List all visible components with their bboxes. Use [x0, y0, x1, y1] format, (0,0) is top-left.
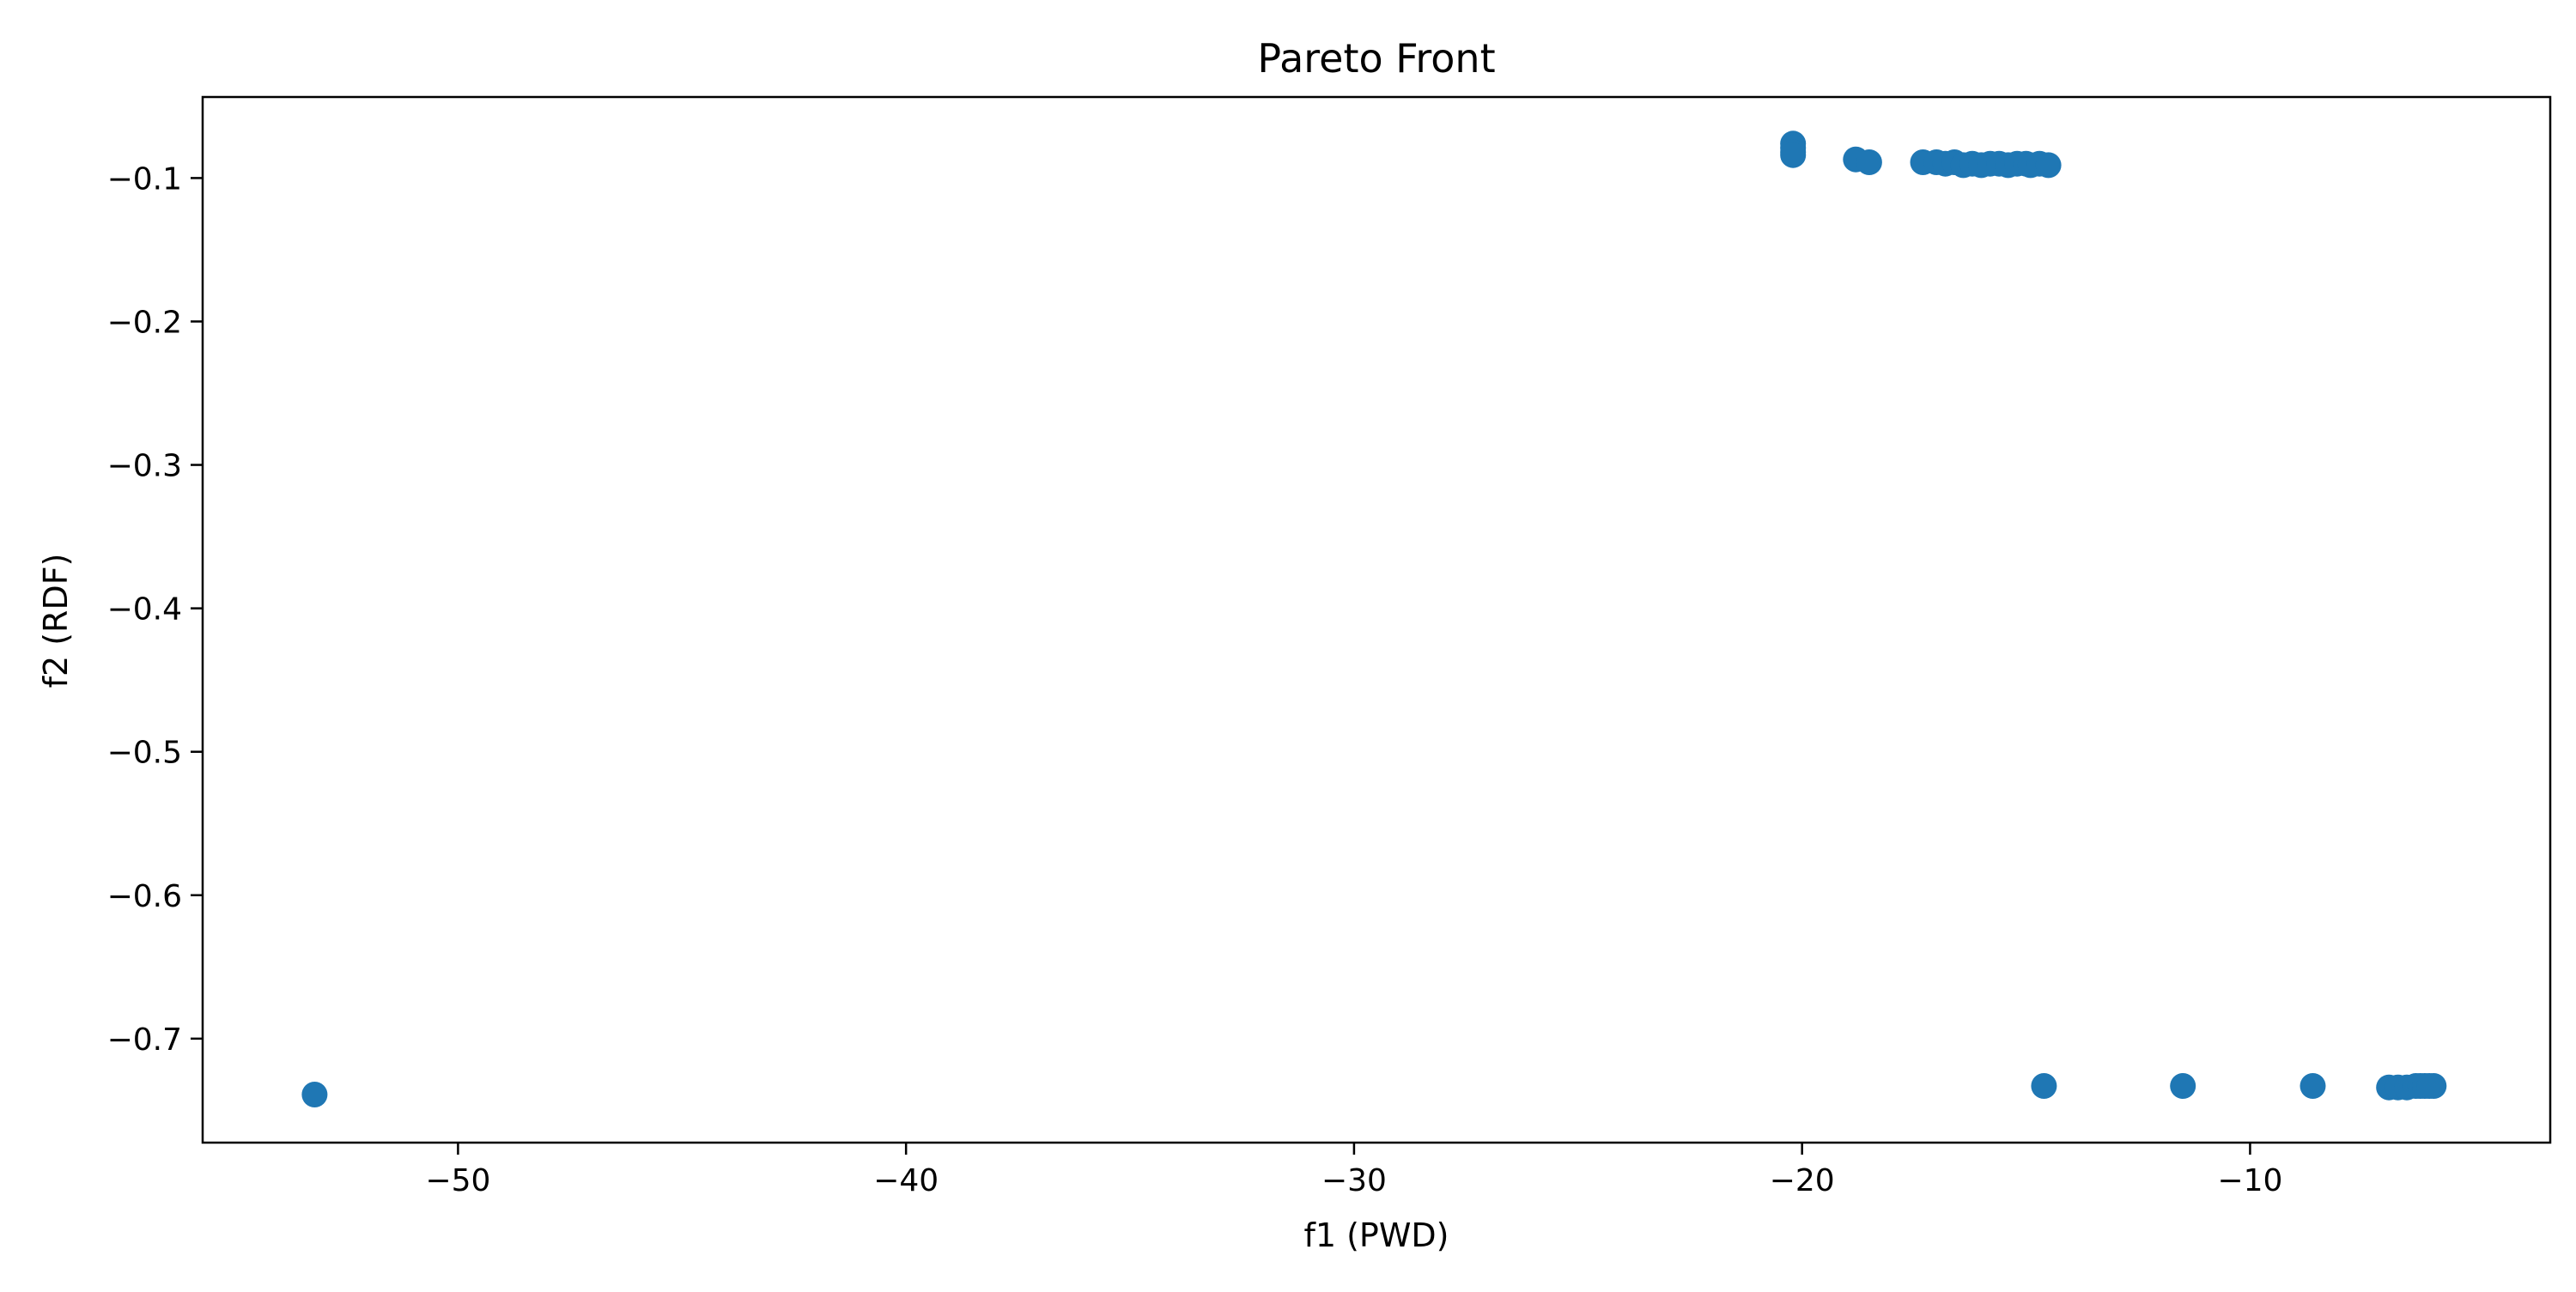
y-tick-label: −0.7: [107, 1022, 182, 1058]
data-points: [301, 130, 2447, 1107]
y-tick-label: −0.3: [107, 449, 182, 484]
data-point: [301, 1082, 328, 1107]
data-point: [1780, 142, 1807, 168]
x-tick-label: −10: [2217, 1163, 2282, 1198]
x-tick-label: −20: [1770, 1163, 1835, 1198]
data-point: [2031, 1073, 2057, 1099]
data-point: [2421, 1073, 2447, 1099]
data-point: [2170, 1073, 2196, 1099]
y-axis-ticks: −0.1 −0.2 −0.3 −0.4 −0.5 −0.6 −0.7: [107, 161, 203, 1058]
x-tick-label: −40: [873, 1163, 939, 1198]
data-point: [2035, 152, 2062, 179]
x-axis-label: f1 (PWD): [1303, 1216, 1449, 1254]
x-tick-label: −30: [1321, 1163, 1387, 1198]
x-tick-label: −50: [425, 1163, 490, 1198]
chart-title: Pareto Front: [1257, 35, 1495, 82]
y-axis-label: f2 (RDF): [37, 554, 75, 688]
data-point: [1856, 149, 1882, 175]
y-tick-label: −0.4: [107, 592, 182, 628]
x-axis-ticks: −50 −40 −30 −20 −10: [425, 1143, 2282, 1198]
y-tick-label: −0.2: [107, 305, 182, 340]
y-tick-label: −0.5: [107, 736, 182, 771]
y-tick-label: −0.1: [107, 161, 182, 197]
y-tick-label: −0.6: [107, 879, 182, 914]
plot-frame: [201, 95, 2552, 1144]
data-point: [2300, 1073, 2326, 1099]
